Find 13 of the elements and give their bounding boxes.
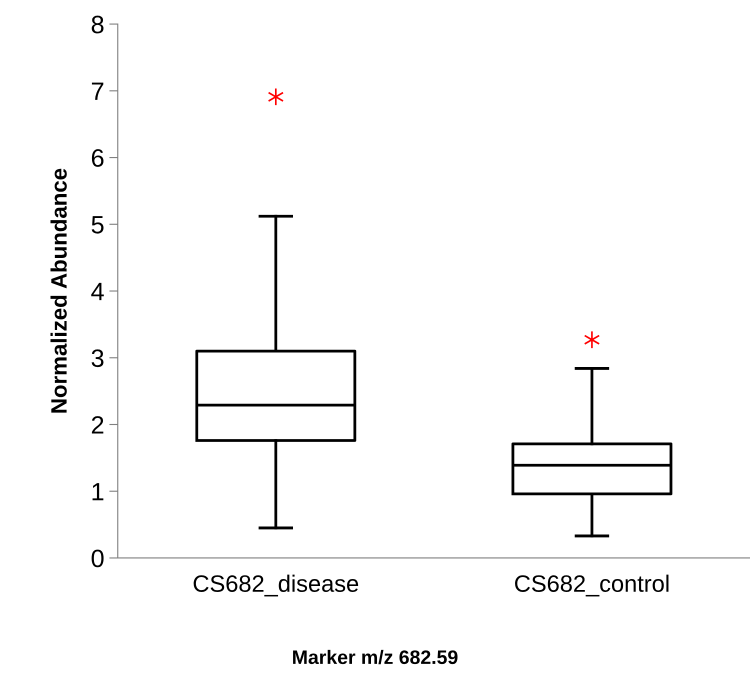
- y-tick-label: 4: [91, 282, 104, 300]
- y-tick-label: 6: [92, 149, 104, 167]
- x-axis-title: Marker m/z 682.59: [293, 650, 458, 664]
- y-tick-label: 3: [92, 349, 104, 368]
- y-tick-label: 7: [92, 82, 104, 100]
- y-tick-label: 1: [92, 483, 104, 500]
- y-tick-label: 2: [92, 416, 104, 434]
- x-tick-label: CS682_control: [515, 574, 668, 596]
- y-axis-title: Normalized Abundance: [50, 168, 67, 413]
- y-tick-label: 0: [92, 550, 104, 568]
- x-tick-label: CS682_disease: [194, 574, 358, 596]
- y-tick-label: 5: [92, 216, 104, 234]
- y-tick-label: 8: [92, 16, 104, 34]
